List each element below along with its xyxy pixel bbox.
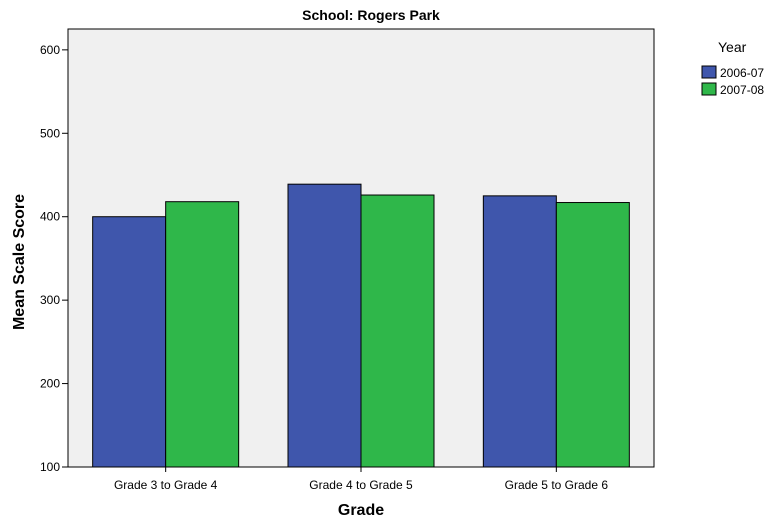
- legend-label: 2007-08: [720, 83, 764, 97]
- bar-2006-07-3: [482, 195, 557, 468]
- y-tick-label: 100: [40, 460, 60, 474]
- x-axis-title: Grade: [338, 502, 384, 519]
- y-tick-label: 300: [40, 293, 60, 307]
- y-tick-label: 400: [40, 210, 60, 224]
- y-tick-label: 200: [40, 377, 60, 391]
- x-tick-label: Grade 3 to Grade 4: [114, 478, 218, 492]
- legend: Year 2006-07 2007-08: [701, 39, 764, 97]
- legend-label: 2006-07: [720, 66, 764, 80]
- legend-swatch-2006-07: [701, 65, 717, 79]
- y-tick-label: 600: [40, 43, 60, 57]
- bar-2006-07-1: [92, 216, 167, 468]
- y-tick-label: 500: [40, 126, 60, 140]
- y-axis-title: Mean Scale Score: [11, 194, 28, 330]
- legend-swatch-2007-08: [701, 82, 717, 96]
- bar-2007-08-2: [360, 194, 435, 468]
- chart-title: School: Rogers Park: [302, 7, 440, 23]
- bar-2007-08-1: [165, 201, 240, 468]
- bars: [92, 183, 630, 468]
- y-axis: 100 200 300 400 500 600: [40, 43, 68, 474]
- x-tick-label: Grade 5 to Grade 6: [505, 478, 609, 492]
- legend-title: Year: [718, 39, 747, 55]
- x-axis: Grade 3 to Grade 4 Grade 4 to Grade 5 Grad…: [114, 467, 608, 492]
- bar-2006-07-2: [287, 183, 362, 468]
- bar-2007-08-3: [555, 202, 630, 468]
- x-tick-label: Grade 4 to Grade 5: [309, 478, 413, 492]
